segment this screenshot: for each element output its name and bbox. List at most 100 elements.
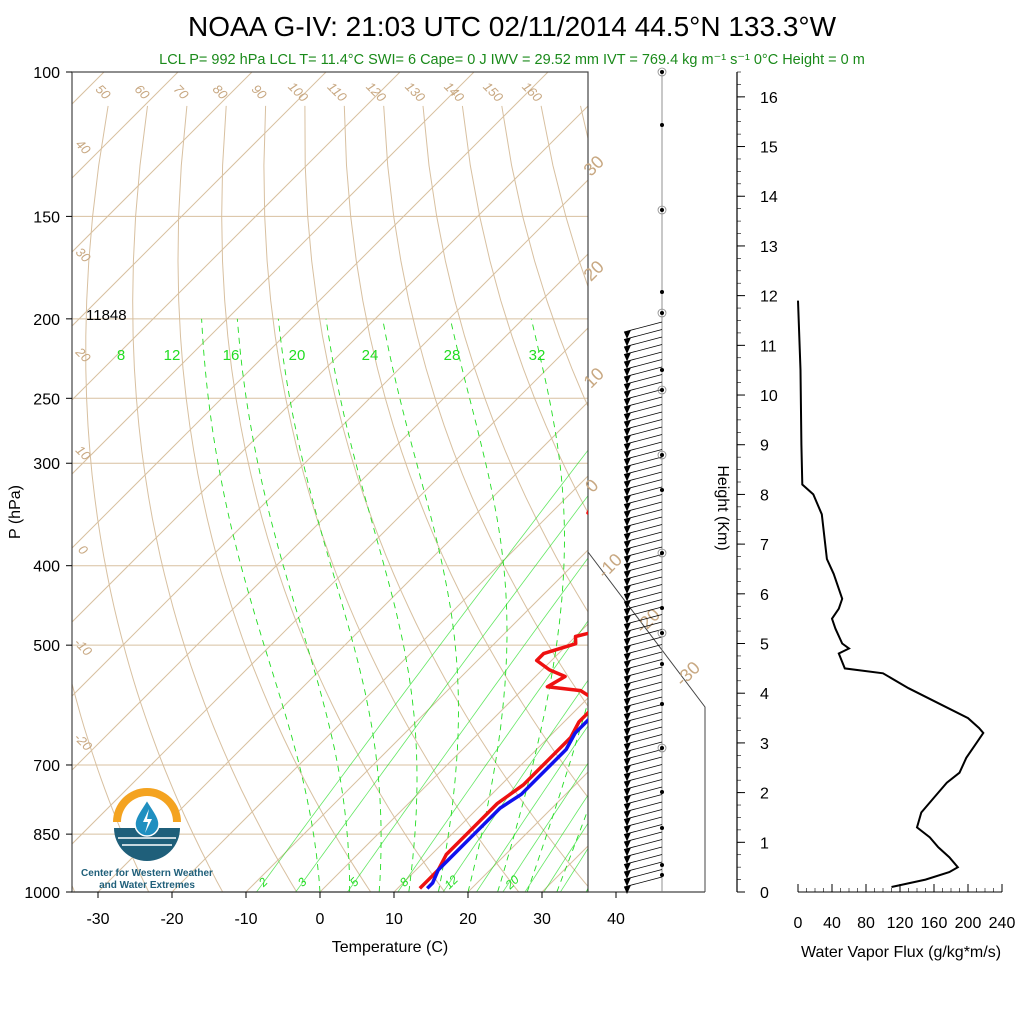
flux-x-tick-label: 120	[887, 915, 914, 932]
isotherm-line	[393, 697, 588, 892]
water-vapor-flux-line	[797, 300, 985, 888]
wind-barb-flag	[624, 330, 631, 339]
dry-adiabat-label: 30	[580, 152, 608, 180]
barb-dot	[660, 606, 664, 610]
wind-barb-flag	[624, 457, 631, 467]
dry-adiabat-line	[221, 105, 446, 892]
wind-barb-flag	[624, 817, 631, 827]
y-tick-label: 100	[33, 65, 60, 82]
dry-adiabat-line	[132, 105, 298, 892]
isotherm-line	[72, 327, 588, 845]
isotherm-line	[72, 72, 179, 179]
barb-dot	[660, 488, 664, 492]
wind-barb-flag	[624, 465, 631, 474]
wind-barb-flag	[624, 577, 631, 587]
barb-dot	[660, 746, 664, 750]
barb-dot	[660, 368, 664, 372]
wind-barb-flag	[624, 450, 631, 459]
wind-barb-flag	[624, 600, 631, 609]
wind-barb-flag	[624, 555, 631, 564]
wind-barb-flag	[624, 367, 631, 377]
mixing-ratio-line	[560, 847, 588, 892]
isotherm-line	[319, 623, 588, 892]
mixing-ratio-bottom-label: 2	[255, 875, 271, 891]
wind-barb-flag	[624, 772, 631, 782]
height-tick-label: 16	[760, 90, 778, 107]
x-tick-label: -20	[160, 911, 183, 928]
dry-adiabat-line	[540, 105, 588, 288]
dry-adiabat-label: 10	[580, 364, 608, 392]
dry-adiabat-line	[343, 105, 588, 799]
dry-adiabat-label: 20	[580, 257, 608, 285]
wind-barb-flag	[624, 495, 631, 504]
skewt-background	[72, 72, 1024, 910]
moist-adiabat-line	[236, 318, 351, 892]
calm-circle	[657, 743, 667, 753]
wind-barb-flag	[624, 397, 631, 407]
mixing-ratio-line	[295, 495, 588, 892]
wind-barb-flag	[624, 510, 631, 519]
height-tick-label: 7	[760, 537, 769, 554]
wind-barb-flag	[624, 615, 631, 624]
isotherm-line	[467, 771, 588, 892]
temperature-line	[418, 509, 588, 890]
dry-adiabat-label: -20	[631, 604, 664, 637]
flux-x-tick-label: 0	[794, 915, 803, 932]
y-axis-title: P (hPa)	[7, 485, 24, 539]
dry-adiabat-line	[580, 105, 588, 141]
dry-adiabat-line	[974, 106, 1024, 910]
logo-bolt-icon	[143, 809, 152, 833]
calm-circle	[657, 67, 667, 77]
isotherm-left-label: -10	[71, 635, 95, 659]
barb-dot	[660, 662, 664, 666]
wind-barb-flag	[624, 525, 631, 534]
dry-adiabat-line	[895, 106, 1024, 910]
top-height-label: 11848	[86, 307, 127, 324]
dry-adiabat-line	[177, 105, 372, 892]
wind-barb-flag	[624, 690, 631, 699]
x-tick-label: 0	[316, 911, 325, 928]
barb-dot	[660, 290, 664, 294]
mixing-ratio-line	[442, 679, 588, 892]
wind-barb-flag	[624, 412, 631, 422]
skewt-profiles	[418, 509, 588, 890]
wind-barb-flag	[624, 570, 631, 579]
dry-adiabat-label: 0	[581, 475, 602, 496]
mixing-ratio-line	[256, 449, 588, 892]
isotherm-line	[97, 401, 588, 892]
mixing-ratio-bottom-label: 12	[441, 872, 461, 892]
isotherm-top-label: 130	[402, 79, 428, 105]
dry-adiabat-line	[85, 105, 224, 892]
dry-adiabat-line	[699, 106, 1024, 910]
mixing-ratio-bottom-label: 3	[295, 875, 310, 890]
height-tick-label: 8	[760, 487, 769, 504]
isotherm-line	[72, 72, 253, 253]
wind-barb-flag	[624, 352, 631, 362]
wind-barb-flag	[624, 607, 631, 617]
wind-barb-flag	[624, 337, 631, 347]
wind-barb-flag	[624, 645, 631, 654]
height-tick-label: 3	[760, 736, 769, 753]
skewt-axes: -30 -20 -10 0 10 20 30 401001502002503004005007…	[24, 65, 625, 928]
wind-barb-flag	[624, 472, 631, 482]
y-tick-label: 300	[33, 456, 60, 473]
mixing-ratio-line	[397, 620, 588, 892]
mixing-ratio-line	[502, 762, 588, 892]
x-tick-label: 40	[607, 911, 625, 928]
isotherm-line	[245, 549, 588, 892]
wind-barb-panel-border	[587, 72, 706, 892]
x-axis-title: Temperature (C)	[332, 939, 448, 956]
dry-adiabat-line	[304, 105, 588, 888]
dry-adiabat-line	[461, 105, 588, 514]
skewt-background-labels: 50 60 70 80 90 100 110 120 130 140 150 160403020100…	[71, 79, 704, 893]
height-tick-label: 10	[760, 388, 778, 405]
flux-x-tick-label: 160	[921, 915, 948, 932]
wind-barb-flag	[624, 390, 631, 399]
wind-barb-flag	[624, 697, 631, 707]
dry-adiabat-label: -10	[593, 549, 626, 582]
wind-barb-flag	[624, 780, 631, 789]
wind-barb-flag	[624, 517, 631, 527]
mixing-ratio-top-label: 16	[223, 347, 240, 364]
y-tick-label: 400	[33, 559, 60, 576]
isotherm-top-label: 70	[171, 81, 192, 102]
